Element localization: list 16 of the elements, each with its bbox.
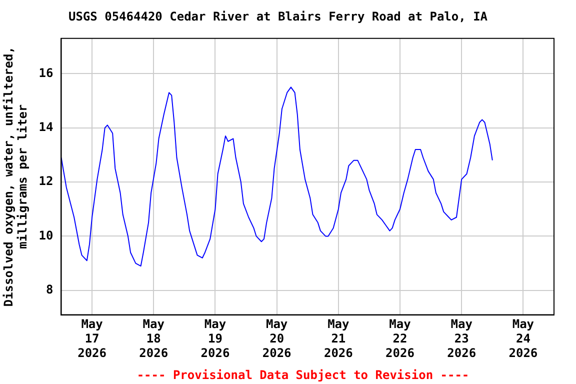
- y-tick-label: 16: [38, 66, 54, 80]
- y-axis-title: Dissolved oxygen, water, unfiltered, milligrams per liter: [1, 46, 30, 307]
- x-tick-label: May 18 2026: [139, 317, 168, 360]
- y-tick-label: 10: [38, 228, 54, 242]
- x-tick-label: May 17 2026: [78, 317, 106, 360]
- x-tick-label: May 21 2026: [324, 317, 353, 360]
- x-tick-label: May 19 2026: [200, 317, 230, 360]
- x-tick-label: May 23 2026: [447, 317, 476, 360]
- x-tick-label: May 22 2026: [386, 317, 414, 360]
- x-tick-label: May 20 2026: [262, 317, 292, 360]
- y-tick-label: 12: [38, 174, 54, 188]
- y-tick-label: 8: [46, 282, 54, 297]
- chart-title: USGS 05464420 Cedar River at Blairs Ferry Road at Palo, IA: [68, 9, 488, 24]
- y-tick-label: 14: [38, 120, 54, 134]
- text: ---- Provisional Data Subject to Revision ----: [136, 368, 470, 382]
- x-tick-label: May 24 2026: [508, 317, 538, 360]
